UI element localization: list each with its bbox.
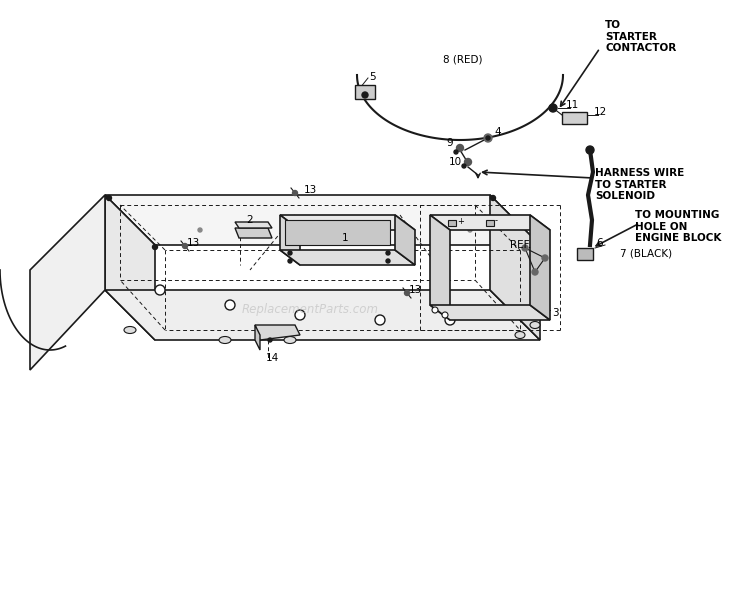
Polygon shape (105, 195, 540, 245)
Text: 7 (BLACK): 7 (BLACK) (620, 248, 672, 258)
Circle shape (457, 144, 464, 152)
Circle shape (106, 195, 112, 201)
Polygon shape (280, 215, 415, 230)
Polygon shape (280, 250, 415, 265)
Bar (486, 220, 494, 226)
Polygon shape (430, 305, 550, 320)
Polygon shape (530, 215, 550, 320)
Circle shape (454, 150, 458, 154)
Circle shape (538, 244, 542, 250)
Circle shape (386, 251, 390, 255)
Bar (577, 248, 593, 260)
Circle shape (468, 228, 472, 232)
Polygon shape (255, 325, 300, 340)
Text: TO MOUNTING
HOLE ON
ENGINE BLOCK: TO MOUNTING HOLE ON ENGINE BLOCK (635, 210, 722, 243)
Text: 12: 12 (593, 107, 607, 117)
Text: TO
STARTER
CONTACTOR: TO STARTER CONTACTOR (605, 20, 676, 53)
Polygon shape (105, 195, 155, 340)
Text: 3: 3 (552, 308, 558, 318)
Polygon shape (430, 215, 450, 320)
Circle shape (464, 159, 472, 165)
Circle shape (542, 255, 548, 261)
Circle shape (152, 244, 157, 250)
Circle shape (586, 146, 594, 154)
Polygon shape (280, 215, 300, 265)
Circle shape (462, 164, 466, 168)
Text: REF.: REF. (510, 240, 531, 250)
Text: 8 (RED): 8 (RED) (443, 55, 482, 65)
Circle shape (182, 244, 188, 249)
Text: HARNESS WIRE
TO STARTER
SOLENOID: HARNESS WIRE TO STARTER SOLENOID (595, 168, 684, 201)
Polygon shape (395, 215, 415, 265)
Text: -: - (495, 216, 498, 225)
Ellipse shape (219, 337, 231, 343)
Text: ReplacementParts.com: ReplacementParts.com (242, 304, 379, 316)
Ellipse shape (515, 331, 525, 338)
Circle shape (362, 92, 368, 98)
Ellipse shape (530, 322, 540, 328)
Polygon shape (430, 215, 550, 230)
Text: 4: 4 (495, 127, 501, 137)
Circle shape (295, 310, 305, 320)
Circle shape (490, 195, 496, 201)
Text: +: + (457, 216, 464, 225)
Circle shape (292, 190, 298, 195)
Circle shape (445, 315, 455, 325)
Circle shape (288, 251, 292, 255)
Polygon shape (105, 290, 540, 340)
Bar (355, 85, 375, 99)
Text: 14: 14 (266, 353, 279, 363)
Text: 10: 10 (448, 157, 461, 167)
Circle shape (155, 285, 165, 295)
Ellipse shape (284, 337, 296, 343)
Bar (562, 112, 587, 124)
Text: 1: 1 (342, 233, 348, 243)
Circle shape (298, 223, 302, 227)
Circle shape (522, 245, 528, 251)
Circle shape (549, 104, 557, 112)
Text: 11: 11 (566, 100, 579, 110)
Polygon shape (30, 195, 105, 370)
Text: 13: 13 (303, 185, 316, 195)
Text: 2: 2 (247, 215, 254, 225)
Text: 5: 5 (369, 72, 375, 82)
Polygon shape (235, 228, 272, 238)
Circle shape (398, 223, 402, 227)
Circle shape (432, 307, 438, 313)
Circle shape (375, 315, 385, 325)
Circle shape (442, 312, 448, 318)
Circle shape (404, 291, 410, 295)
Circle shape (288, 259, 292, 263)
Circle shape (268, 338, 272, 342)
Text: 9: 9 (447, 138, 453, 148)
Polygon shape (255, 325, 260, 350)
Ellipse shape (124, 326, 136, 334)
Bar (448, 220, 456, 226)
Text: 13: 13 (408, 285, 422, 295)
Polygon shape (235, 222, 272, 228)
Circle shape (532, 269, 538, 275)
Circle shape (225, 300, 235, 310)
Polygon shape (490, 195, 540, 340)
Circle shape (198, 228, 202, 232)
Circle shape (386, 259, 390, 263)
Circle shape (486, 136, 490, 140)
Circle shape (484, 134, 492, 142)
Text: 13: 13 (186, 238, 200, 248)
Text: 6: 6 (597, 238, 603, 248)
Polygon shape (285, 220, 390, 245)
